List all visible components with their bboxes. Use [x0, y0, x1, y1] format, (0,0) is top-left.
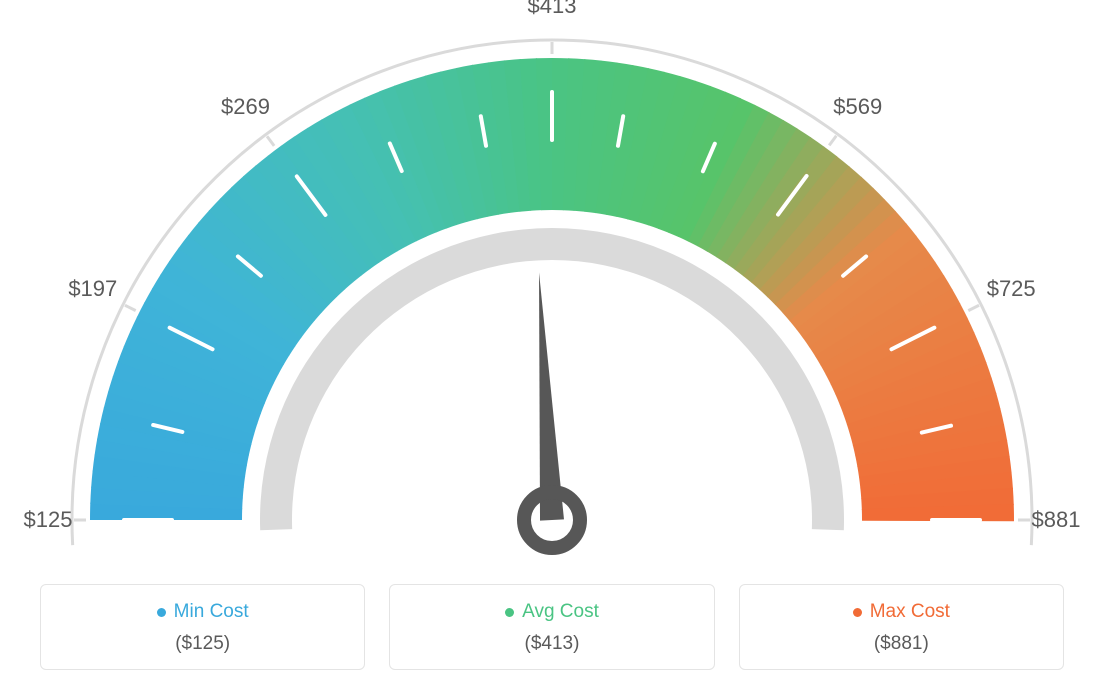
legend-title-max-text: Max Cost — [870, 601, 950, 623]
gauge-tick-label: $413 — [528, 0, 577, 19]
legend-row: Min Cost ($125) Avg Cost ($413) Max Cost… — [0, 584, 1104, 670]
gauge-tick-label: $125 — [24, 507, 73, 533]
legend-value-avg: ($413) — [402, 633, 701, 655]
legend-title-avg: Avg Cost — [505, 601, 599, 623]
legend-title-min: Min Cost — [157, 601, 249, 623]
legend-dot-avg — [505, 608, 514, 617]
legend-value-max: ($881) — [752, 633, 1051, 655]
legend-title-avg-text: Avg Cost — [522, 601, 599, 623]
gauge-tick-label: $881 — [1032, 507, 1081, 533]
legend-card-min: Min Cost ($125) — [40, 584, 365, 670]
gauge-tick-label: $197 — [68, 276, 117, 302]
gauge-chart: $125 $197 $269 $413 $569 $725 $881 — [0, 0, 1104, 560]
gauge-svg — [0, 0, 1104, 560]
gauge-tick-label: $725 — [987, 276, 1036, 302]
gauge-tick-label: $269 — [221, 94, 270, 120]
legend-card-max: Max Cost ($881) — [739, 584, 1064, 670]
legend-title-max: Max Cost — [853, 601, 950, 623]
legend-dot-max — [853, 608, 862, 617]
gauge-tick-label: $569 — [833, 94, 882, 120]
legend-card-avg: Avg Cost ($413) — [389, 584, 714, 670]
legend-value-min: ($125) — [53, 633, 352, 655]
legend-title-min-text: Min Cost — [174, 601, 249, 623]
legend-dot-min — [157, 608, 166, 617]
